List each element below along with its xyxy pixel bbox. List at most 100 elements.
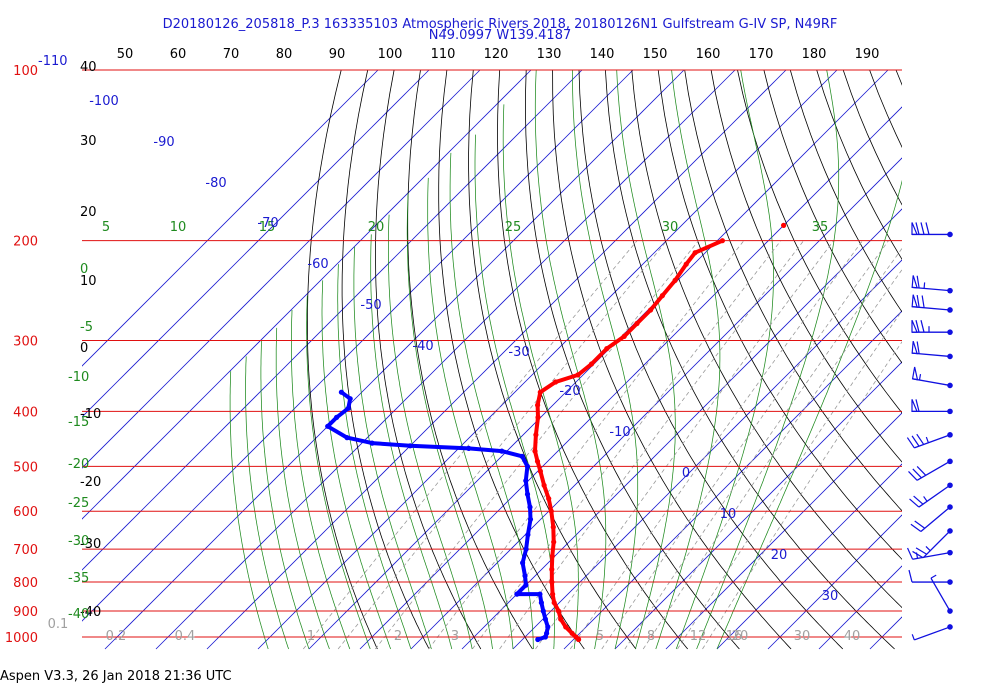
temperature-profile-point	[553, 379, 559, 385]
barb-half-feather	[915, 552, 919, 559]
moist-adiabat-line	[229, 371, 269, 650]
barb-pennant	[911, 294, 918, 308]
theta-e-label: -15	[68, 415, 89, 430]
dry-adiabat-label: -20	[80, 475, 101, 490]
dewpoint-profile-point	[525, 532, 531, 538]
isotherm-line	[614, 361, 902, 650]
theta-e-label: 10	[170, 220, 187, 235]
barb-shaft	[912, 378, 951, 387]
isotherm-line	[767, 514, 902, 650]
mixing-ratio-line	[428, 240, 745, 650]
temperature-profile-point	[604, 346, 610, 352]
mixing-ratio-line	[624, 247, 902, 650]
isotherm-label: 0	[682, 466, 690, 481]
top-tick-label: 80	[276, 47, 293, 62]
top-tick-label: 150	[643, 47, 668, 62]
theta-e-label: -35	[68, 571, 89, 586]
barb-station-dot	[947, 408, 953, 415]
wind-barb	[911, 319, 953, 335]
barb-station-dot	[947, 579, 953, 585]
temperature-profile-point	[548, 508, 554, 514]
wind-barb	[906, 547, 953, 560]
barb-feather	[916, 294, 920, 308]
dry-adiabat-line	[407, 69, 533, 650]
sounding-profiles	[325, 222, 787, 643]
mixing-ratio-line	[499, 240, 804, 650]
dewpoint-profile-point	[544, 630, 550, 636]
temperature-profile-point	[537, 468, 544, 474]
software-version-footer: Aspen V3.3, 26 Jan 2018 21:36 UTC	[0, 669, 232, 684]
barb-half-feather	[925, 436, 929, 443]
temperature-profile-point	[550, 591, 556, 597]
wind-barb	[911, 294, 953, 313]
isotherm-line	[410, 157, 902, 650]
pressure-tick-label: 400	[13, 405, 38, 420]
dry-adiabat-line	[763, 69, 902, 364]
top-tick-label: 170	[749, 47, 774, 62]
barb-station-dot	[947, 504, 953, 510]
temperature-profile-point	[537, 389, 543, 395]
top-tick-label: 130	[537, 47, 562, 62]
moist-adiabat-line	[616, 69, 676, 650]
dewpoint-profile-point	[545, 624, 551, 630]
dewpoint-profile-point	[524, 491, 531, 497]
isotherm-line	[206, 69, 787, 650]
dry-adiabat-line	[922, 70, 1000, 649]
wind-barb	[911, 399, 953, 415]
moist-adiabat-line	[321, 280, 391, 650]
top-tick-label: 120	[484, 47, 509, 62]
background-grid	[82, 69, 1000, 650]
dry-adiabat-line	[710, 69, 902, 463]
dewpoint-profile-point	[345, 405, 351, 411]
isotherm-line	[818, 565, 902, 650]
isotherm-label: -10	[609, 425, 630, 440]
mixing-ratio-label: 0.1	[48, 617, 69, 632]
pressure-tick-label: 800	[13, 576, 38, 591]
temperature-profile-point	[534, 458, 541, 464]
dry-adiabat-label: 20	[80, 205, 97, 220]
theta-e-label: -25	[68, 496, 89, 511]
moist-adiabat-line	[388, 214, 473, 650]
isotherm-line	[82, 69, 379, 367]
temperature-profile-point	[549, 579, 555, 585]
pressure-tick-label: 300	[13, 335, 38, 350]
dry-adiabat-line	[468, 69, 637, 650]
moist-adiabat-line	[655, 69, 721, 650]
isotherm-line	[716, 463, 902, 650]
dewpoint-profile-point	[514, 591, 520, 597]
isotherm-label: -70	[257, 216, 278, 231]
temperature-profile-point	[573, 634, 579, 640]
moist-adiabat-line	[245, 356, 289, 650]
mixing-ratio-line	[535, 240, 834, 650]
temperature-profile-point	[648, 307, 654, 313]
theta-e-label: 5	[102, 220, 110, 235]
dry-adiabat-line	[375, 69, 482, 650]
wind-barb	[908, 458, 953, 481]
theta-e-label: 30	[662, 220, 679, 235]
theta-e-label: 25	[505, 220, 522, 235]
wind-barb	[911, 624, 953, 641]
dewpoint-profile-point	[523, 478, 529, 484]
dry-adiabat-label: 40	[80, 60, 97, 75]
barb-pennant	[911, 275, 918, 289]
barb-half-feather	[930, 574, 937, 579]
isotherm-line	[104, 69, 685, 650]
theta-e-label: 0	[80, 262, 88, 277]
dry-adiabat-label: -30	[80, 537, 101, 552]
temperature-profile-point	[575, 372, 581, 378]
isotherm-line	[512, 259, 902, 650]
top-tick-label: 70	[223, 47, 240, 62]
dry-adiabat-label: 30	[80, 134, 97, 149]
barb-shaft	[922, 530, 951, 559]
mixing-ratio-line	[472, 240, 782, 650]
mixing-ratio-line	[642, 269, 902, 650]
mixing-ratio-line	[677, 310, 902, 650]
dewpoint-profile-point	[522, 573, 528, 579]
temperature-profile-point	[550, 524, 556, 530]
dry-adiabat-line	[975, 70, 1000, 649]
dewpoint-profile-point	[523, 546, 529, 552]
barb-station-dot	[947, 549, 953, 556]
barb-shaft	[918, 484, 951, 508]
moist-adiabat-line	[353, 246, 432, 650]
isotherm-line	[82, 69, 430, 418]
